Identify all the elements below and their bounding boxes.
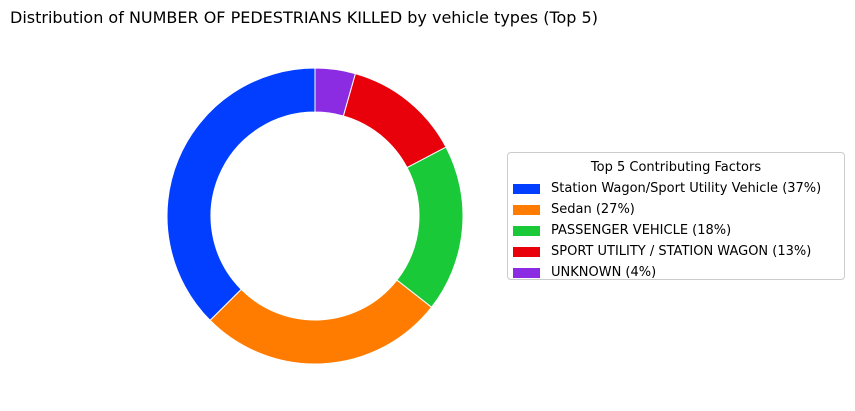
legend-item-5: UNKNOWN (4%): [513, 262, 844, 283]
legend-item-4: SPORT UTILITY / STATION WAGON (13%): [513, 241, 844, 262]
legend-label: UNKNOWN (4%): [551, 265, 657, 280]
legend: Top 5 Contributing Factors Station Wagon…: [507, 152, 845, 280]
donut-slice-3: [396, 146, 464, 308]
legend-item-2: Sedan (27%): [513, 199, 844, 220]
legend-item-1: Station Wagon/Sport Utility Vehicle (37%…: [513, 178, 844, 199]
legend-swatch: [513, 267, 540, 278]
legend-label: Station Wagon/Sport Utility Vehicle (37%…: [551, 181, 822, 196]
donut-slice-2: [209, 279, 433, 365]
legend-swatch: [513, 204, 540, 215]
donut-slice-4: [342, 72, 447, 169]
legend-swatch: [513, 183, 540, 194]
chart-title: Distribution of NUMBER OF PEDESTRIANS KI…: [10, 8, 598, 27]
legend-swatch: [513, 246, 540, 257]
legend-item-3: PASSENGER VEHICLE (18%): [513, 220, 844, 241]
legend-title: Top 5 Contributing Factors: [590, 160, 762, 175]
legend-label: SPORT UTILITY / STATION WAGON (13%): [551, 244, 812, 259]
legend-label: PASSENGER VEHICLE (18%): [551, 223, 732, 238]
donut-slice-5: [314, 67, 356, 117]
legend-list: Station Wagon/Sport Utility Vehicle (37%…: [508, 178, 844, 283]
donut-slice-1: [166, 67, 316, 322]
legend-swatch: [513, 225, 540, 236]
legend-label: Sedan (27%): [551, 202, 635, 217]
